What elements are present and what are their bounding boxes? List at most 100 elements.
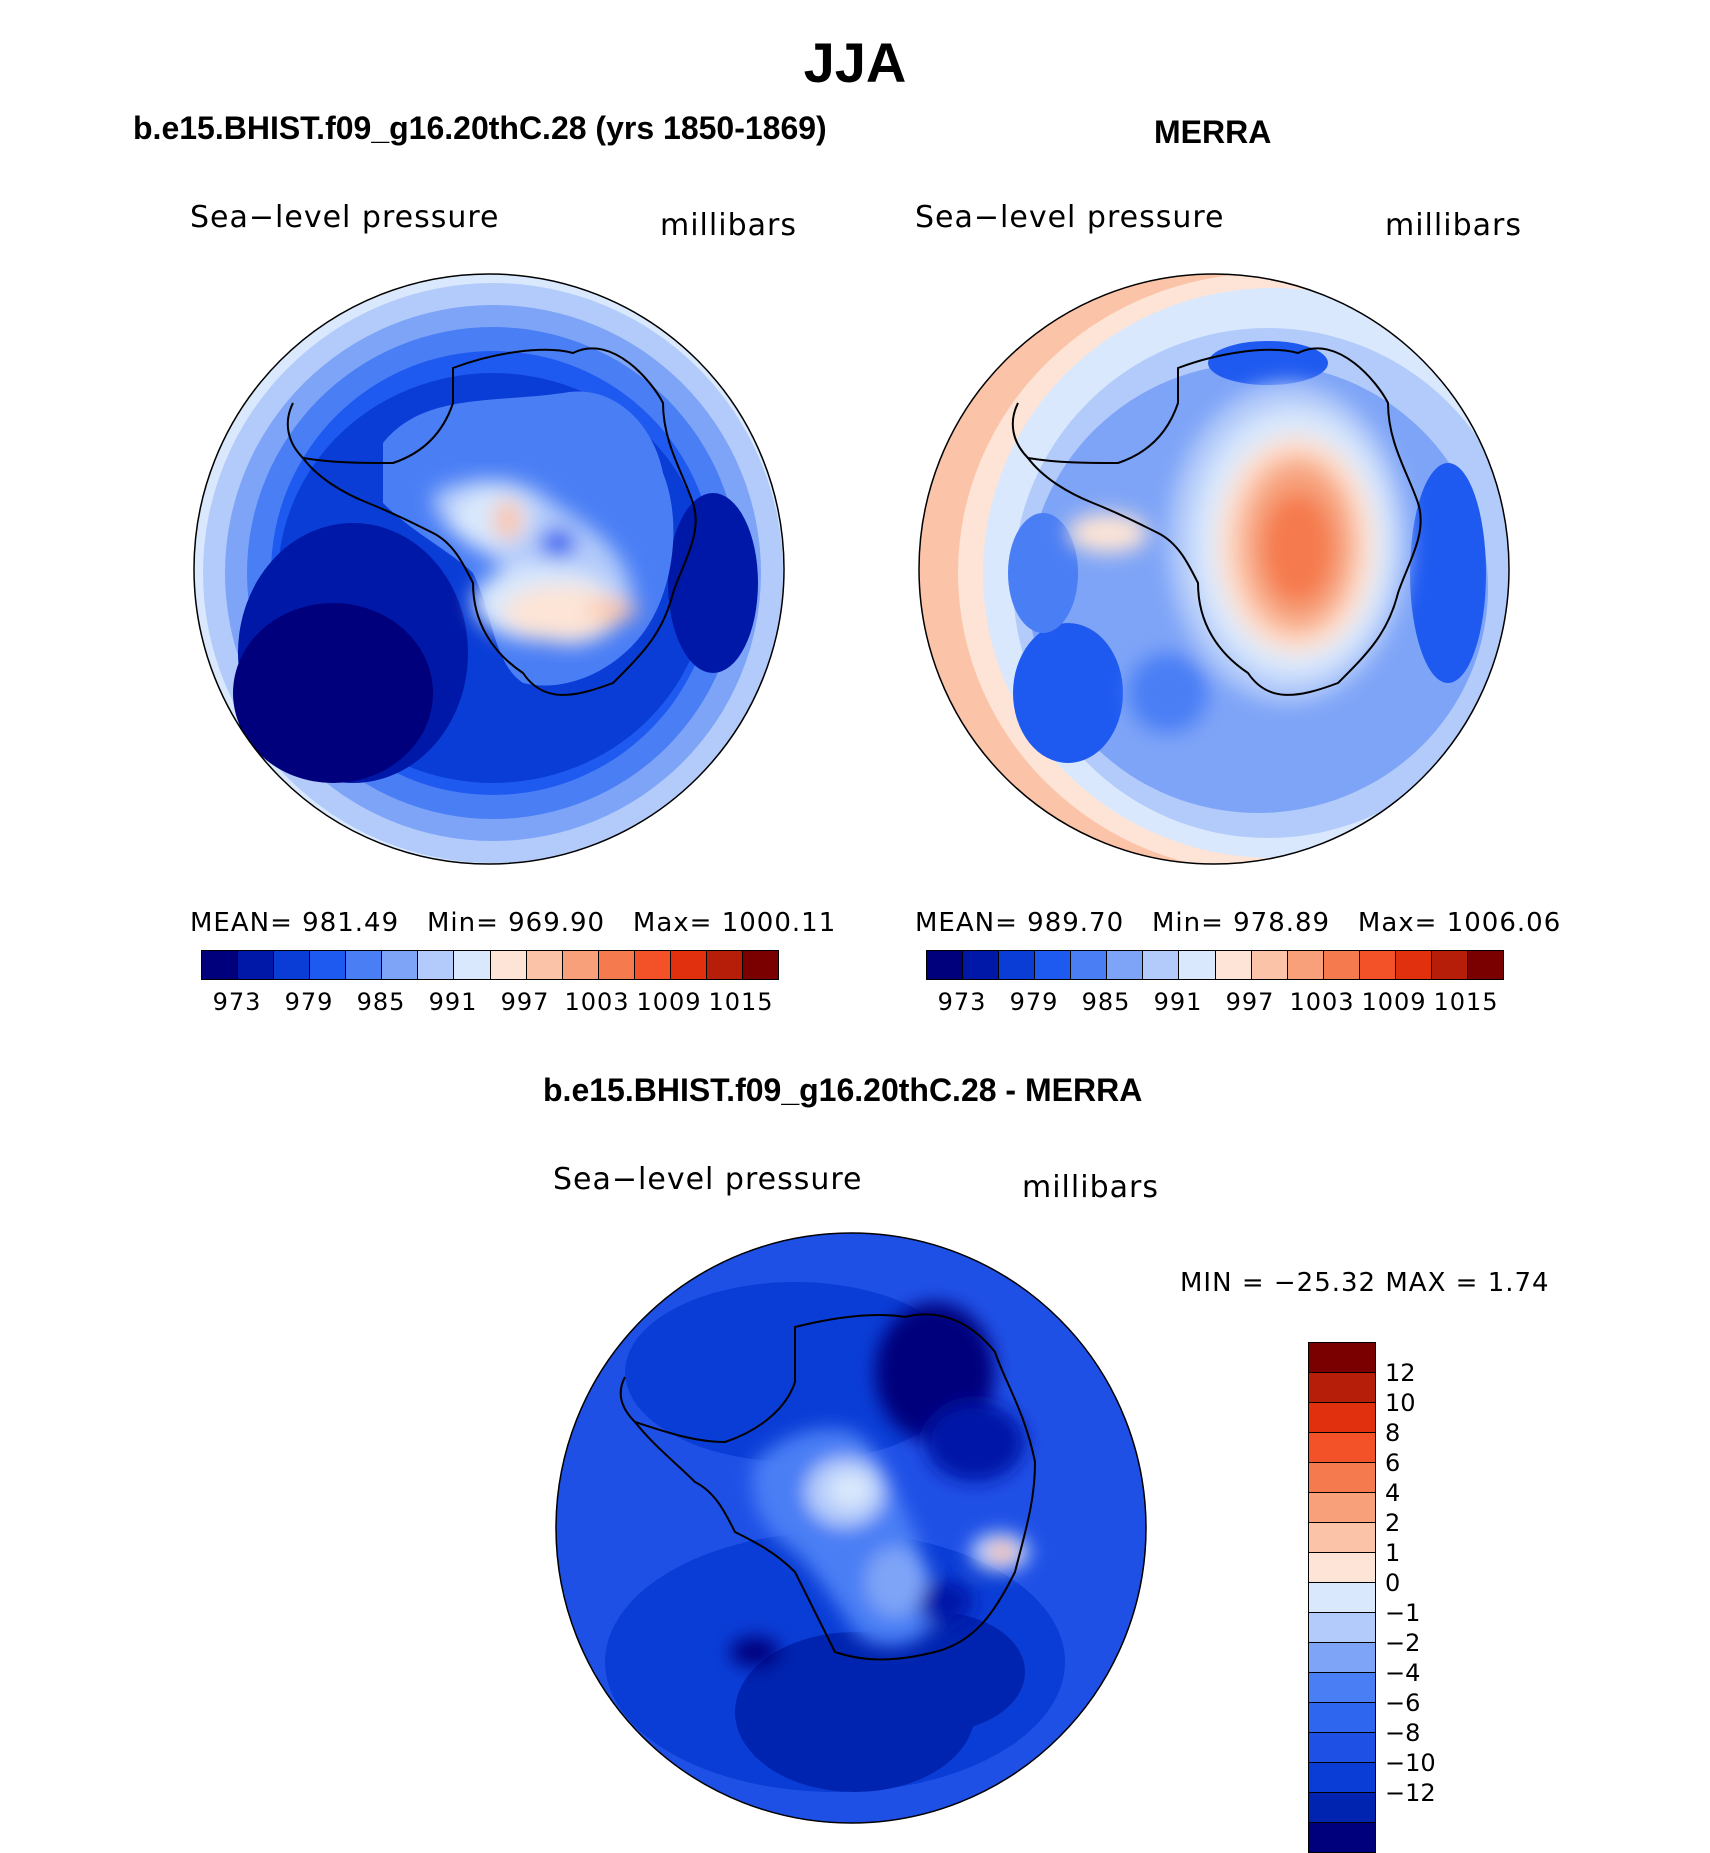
obs-colorbar-swatch — [999, 951, 1036, 979]
obs-colorbar-swatch — [1179, 951, 1216, 979]
model-map — [193, 273, 785, 865]
model-colorbar-tick-label: 1015 — [708, 988, 774, 1016]
obs-stats: MEAN= 989.70 Min= 978.89 Max= 1006.06 — [915, 908, 1561, 938]
model-colorbar-tick-label: 1009 — [636, 988, 702, 1016]
obs-colorbar-swatch — [1323, 951, 1360, 979]
diff-colorbar-swatch — [1309, 1463, 1375, 1493]
obs-colorbar-swatch — [1251, 951, 1288, 979]
obs-colorbar-tick-label: 979 — [1009, 988, 1059, 1016]
obs-max-value: 1006.06 — [1446, 908, 1562, 938]
obs-colorbar — [926, 950, 1504, 980]
obs-colorbar-swatch — [1467, 951, 1503, 979]
obs-colorbar-swatch — [1035, 951, 1072, 979]
model-colorbar-tick-label: 985 — [356, 988, 406, 1016]
obs-variable-label: Sea−level pressure — [915, 200, 1225, 235]
model-colorbar-swatch — [382, 951, 419, 979]
diff-colorbar-swatch — [1309, 1763, 1375, 1793]
obs-mean-label: MEAN= — [915, 908, 1018, 938]
model-min-label: Min= — [426, 908, 499, 938]
model-colorbar-swatch — [598, 951, 635, 979]
diff-colorbar-swatch — [1309, 1343, 1375, 1373]
model-colorbar-swatch — [238, 951, 275, 979]
diff-colorbar-tick-label: 6 — [1385, 1449, 1401, 1477]
model-colorbar-swatch — [562, 951, 599, 979]
model-stats: MEAN= 981.49 Min= 969.90 Max= 1000.11 — [190, 908, 836, 938]
diff-colorbar-swatch — [1309, 1673, 1375, 1703]
obs-colorbar-swatch — [927, 951, 964, 979]
diff-colorbar-ticks: 12 10 8 6 4 2 1 0 −1 −2 −4 −6 −8 −10 −12 — [1385, 1342, 1465, 1822]
obs-colorbar-swatch — [1287, 951, 1324, 979]
model-colorbar-tick-label: 1003 — [564, 988, 630, 1016]
obs-colorbar-swatch — [1107, 951, 1144, 979]
figure-title: JJA — [803, 31, 907, 94]
diff-colorbar-tick-label: −4 — [1385, 1659, 1421, 1687]
obs-min-value: 978.89 — [1233, 908, 1331, 938]
diff-colorbar-tick-label: 10 — [1385, 1389, 1416, 1417]
model-colorbar-swatch — [454, 951, 491, 979]
diff-colorbar-tick-label: 8 — [1385, 1419, 1401, 1447]
diff-colorbar-swatch — [1309, 1493, 1375, 1523]
obs-colorbar-swatch — [1143, 951, 1180, 979]
model-colorbar-swatch — [526, 951, 563, 979]
diff-colorbar-tick-label: −10 — [1385, 1749, 1436, 1777]
obs-colorbar-tick-label: 973 — [937, 988, 987, 1016]
model-colorbar-swatch — [418, 951, 455, 979]
model-colorbar-swatch — [346, 951, 383, 979]
diff-colorbar-swatch — [1309, 1613, 1375, 1643]
diff-colorbar-swatch — [1309, 1433, 1375, 1463]
obs-colorbar-tick-label: 985 — [1081, 988, 1131, 1016]
model-variable-label: Sea−level pressure — [190, 200, 500, 235]
diff-colorbar-swatch — [1309, 1733, 1375, 1763]
diff-colorbar-tick-label: −6 — [1385, 1689, 1421, 1717]
obs-colorbar-swatch — [1359, 951, 1396, 979]
obs-colorbar-swatch — [1431, 951, 1468, 979]
diff-colorbar — [1308, 1342, 1376, 1853]
obs-map — [918, 273, 1510, 865]
model-colorbar-swatch — [490, 951, 527, 979]
diff-colorbar-swatch — [1309, 1553, 1375, 1583]
diff-colorbar-swatch — [1309, 1523, 1375, 1553]
diff-colorbar-tick-label: −1 — [1385, 1599, 1421, 1627]
obs-colorbar-tick-label: 1009 — [1361, 988, 1427, 1016]
diff-colorbar-swatch — [1309, 1793, 1375, 1823]
model-colorbar-swatch — [274, 951, 311, 979]
diff-colorbar-swatch — [1309, 1703, 1375, 1733]
model-units-label: millibars — [660, 208, 797, 243]
model-panel-title: b.e15.BHIST.f09_g16.20thC.28 (yrs 1850-1… — [133, 110, 827, 146]
diff-colorbar-tick-label: 4 — [1385, 1479, 1401, 1507]
diff-units-label: millibars — [1022, 1170, 1159, 1205]
model-mean-value: 981.49 — [302, 908, 400, 938]
model-colorbar-tick-label: 973 — [212, 988, 262, 1016]
diff-colorbar-swatch — [1309, 1373, 1375, 1403]
diff-colorbar-tick-label: 2 — [1385, 1509, 1401, 1537]
model-colorbar-swatch — [670, 951, 707, 979]
diff-colorbar-swatch — [1309, 1823, 1375, 1852]
diff-colorbar-swatch — [1309, 1403, 1375, 1433]
obs-colorbar-swatch — [963, 951, 1000, 979]
model-colorbar-swatch — [634, 951, 671, 979]
obs-min-label: Min= — [1151, 908, 1224, 938]
obs-colorbar-swatch — [1215, 951, 1252, 979]
diff-colorbar-tick-label: −2 — [1385, 1629, 1421, 1657]
model-max-value: 1000.11 — [721, 908, 837, 938]
model-colorbar-tick-label: 991 — [428, 988, 478, 1016]
diff-map — [555, 1232, 1147, 1824]
obs-colorbar-swatch — [1071, 951, 1108, 979]
model-colorbar-tick-label: 997 — [500, 988, 550, 1016]
diff-colorbar-swatch — [1309, 1643, 1375, 1673]
diff-minmax: MIN = −25.32 MAX = 1.74 — [1180, 1268, 1550, 1298]
obs-units-label: millibars — [1385, 208, 1522, 243]
model-colorbar-swatch — [310, 951, 347, 979]
obs-colorbar-ticks: 973 979 985 991 997 1003 1009 1015 — [926, 988, 1502, 1018]
diff-colorbar-tick-label: −12 — [1385, 1779, 1436, 1807]
diff-panel-title: b.e15.BHIST.f09_g16.20thC.28 - MERRA — [543, 1072, 1143, 1108]
model-colorbar — [201, 950, 779, 980]
model-colorbar-ticks: 973 979 985 991 997 1003 1009 1015 — [201, 988, 777, 1018]
model-mean-label: MEAN= — [190, 908, 293, 938]
model-colorbar-swatch — [202, 951, 239, 979]
model-colorbar-tick-label: 979 — [284, 988, 334, 1016]
model-colorbar-swatch — [706, 951, 743, 979]
obs-colorbar-swatch — [1395, 951, 1432, 979]
diff-variable-label: Sea−level pressure — [553, 1162, 863, 1197]
model-min-value: 969.90 — [508, 908, 606, 938]
